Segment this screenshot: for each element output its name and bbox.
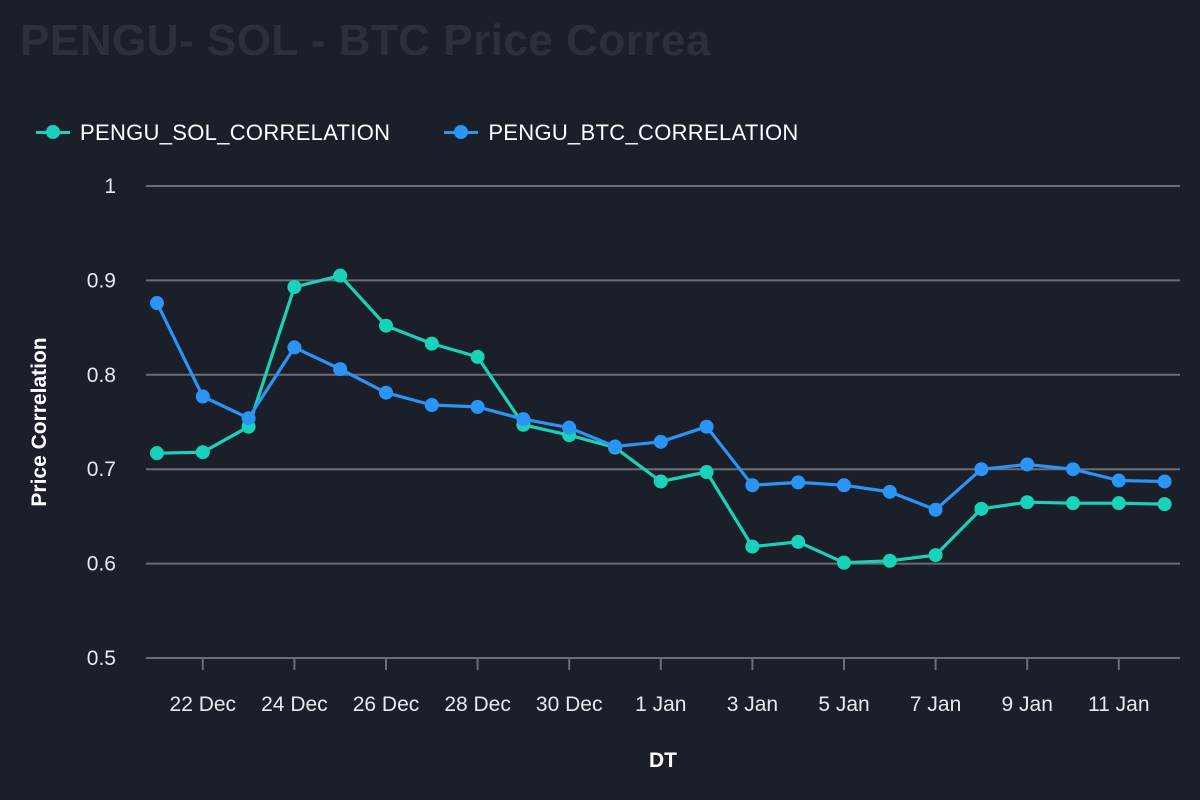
data-point-sol[interactable] <box>287 280 302 295</box>
legend-item-btc[interactable]: PENGU_BTC_CORRELATION <box>444 120 798 146</box>
data-point-sol[interactable] <box>1020 495 1035 510</box>
x-tick-label: 3 Jan <box>727 693 778 716</box>
data-point-sol[interactable] <box>1111 496 1126 511</box>
data-point-sol[interactable] <box>150 446 164 461</box>
data-point-btc[interactable] <box>837 478 851 493</box>
y-tick-label: 1 <box>104 175 116 198</box>
legend-dot-sol <box>46 125 60 139</box>
data-point-btc[interactable] <box>333 362 348 377</box>
data-point-btc[interactable] <box>516 412 531 427</box>
data-point-sol[interactable] <box>699 465 714 480</box>
data-point-btc[interactable] <box>974 462 989 477</box>
y-tick-label: 0.5 <box>87 647 116 670</box>
x-tick-label: 1 Jan <box>635 693 686 716</box>
y-tick-label: 0.8 <box>87 364 116 387</box>
chart-title: PENGU- SOL - BTC Price Correa <box>20 16 711 65</box>
x-tick-label: 5 Jan <box>818 693 869 716</box>
data-point-btc[interactable] <box>653 434 668 449</box>
y-axis-title: Price Correlation <box>28 337 51 506</box>
data-point-sol[interactable] <box>470 349 485 364</box>
x-tick-label: 7 Jan <box>910 693 961 716</box>
data-point-btc[interactable] <box>195 389 210 404</box>
data-point-sol[interactable] <box>379 318 393 333</box>
legend-swatch-sol-icon <box>36 121 70 145</box>
data-point-btc[interactable] <box>150 296 164 311</box>
data-point-btc[interactable] <box>699 419 714 434</box>
legend-swatch-btc-icon <box>444 121 479 145</box>
legend-label-sol: PENGU_SOL_CORRELATION <box>80 120 391 145</box>
series-line-sol <box>156 274 1165 565</box>
legend-item-sol[interactable]: PENGU_SOL_CORRELATION <box>36 120 390 146</box>
y-tick-label: 0.7 <box>87 458 116 481</box>
data-point-btc[interactable] <box>1020 457 1035 472</box>
data-point-btc[interactable] <box>1066 462 1080 477</box>
data-point-btc[interactable] <box>562 420 577 435</box>
data-point-sol[interactable] <box>837 555 851 570</box>
data-point-sol[interactable] <box>333 268 348 283</box>
data-point-sol[interactable] <box>1157 497 1172 512</box>
data-point-sol[interactable] <box>928 548 943 563</box>
data-point-btc[interactable] <box>470 399 485 414</box>
x-tick-label: 11 Jan <box>1088 693 1150 716</box>
x-tick-label: 30 Dec <box>536 693 603 716</box>
x-tick-label: 26 Dec <box>353 693 420 716</box>
y-tick-label: 0.6 <box>87 553 116 576</box>
data-point-btc[interactable] <box>608 439 622 454</box>
x-tick-label: 22 Dec <box>170 693 237 716</box>
legend-dot-btc <box>454 125 469 139</box>
x-tick-label: 9 Jan <box>1002 693 1053 716</box>
x-tick-label: 24 Dec <box>261 693 328 716</box>
data-point-btc[interactable] <box>379 385 393 400</box>
y-tick-label: 0.9 <box>87 269 116 292</box>
data-point-sol[interactable] <box>791 534 806 549</box>
data-point-sol[interactable] <box>974 501 989 516</box>
data-point-btc[interactable] <box>745 478 760 493</box>
legend-label-btc: PENGU_BTC_CORRELATION <box>488 120 799 145</box>
data-point-btc[interactable] <box>1111 473 1126 488</box>
x-axis-title: DT <box>649 749 677 772</box>
data-point-btc[interactable] <box>424 398 439 413</box>
data-point-sol[interactable] <box>1066 496 1080 511</box>
data-point-btc[interactable] <box>928 502 943 517</box>
x-tick-label: 28 Dec <box>444 693 511 716</box>
data-point-btc[interactable] <box>791 475 806 490</box>
legend: PENGU_SOL_CORRELATION PENGU_BTC_CORRELAT… <box>36 120 799 146</box>
data-point-sol[interactable] <box>653 474 668 489</box>
data-point-sol[interactable] <box>745 539 760 554</box>
data-point-btc[interactable] <box>1157 474 1172 489</box>
data-point-btc[interactable] <box>882 484 897 499</box>
data-point-btc[interactable] <box>287 340 302 355</box>
data-point-sol[interactable] <box>424 336 439 351</box>
data-point-btc[interactable] <box>241 411 256 426</box>
data-point-sol[interactable] <box>882 553 897 568</box>
data-point-sol[interactable] <box>195 445 210 460</box>
